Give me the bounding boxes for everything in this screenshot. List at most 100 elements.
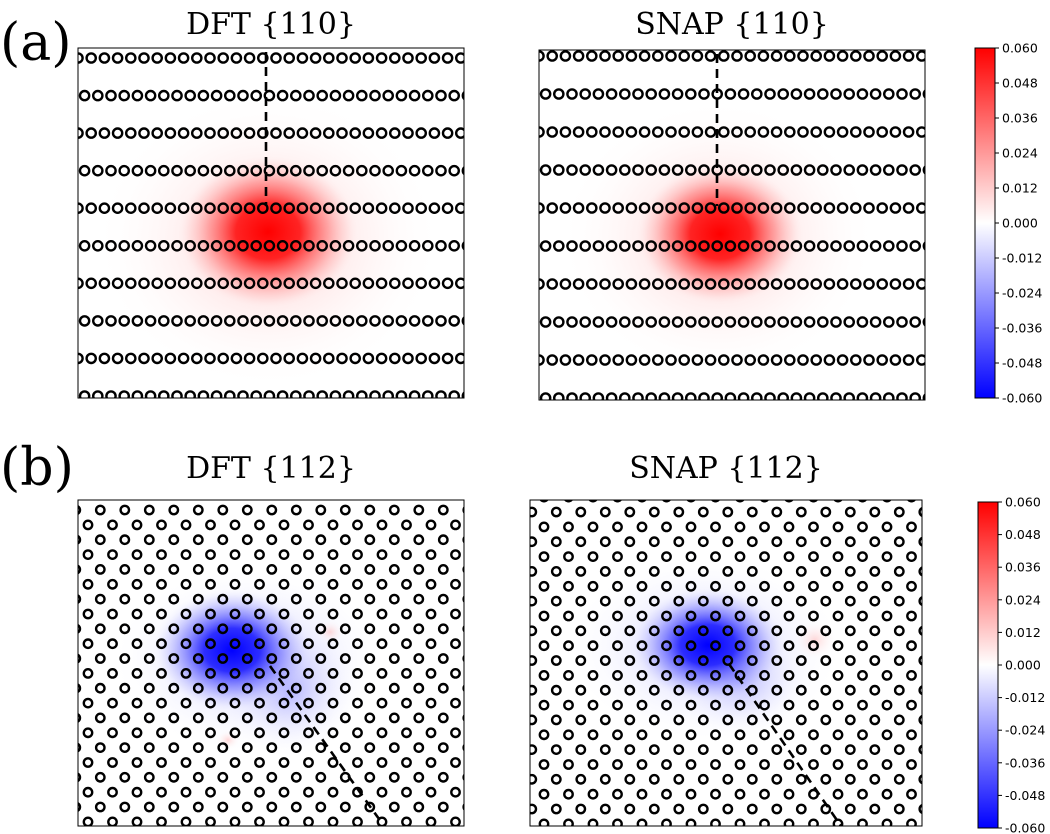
atom-marker xyxy=(190,202,203,214)
atom-marker xyxy=(586,278,598,290)
atom-marker xyxy=(710,610,721,622)
atom-marker xyxy=(869,655,881,666)
atom-marker xyxy=(59,610,67,618)
atom-marker xyxy=(685,788,697,800)
atom-marker xyxy=(530,506,538,518)
atom-marker xyxy=(883,164,895,176)
atom-marker xyxy=(661,551,672,562)
atom-marker xyxy=(857,759,868,770)
atom-marker xyxy=(546,202,559,214)
atom-marker xyxy=(382,164,395,177)
atom-marker xyxy=(425,608,437,620)
atom-marker xyxy=(777,164,790,176)
atom-marker xyxy=(290,653,302,664)
atom-marker xyxy=(164,52,177,64)
atom-marker xyxy=(784,126,796,138)
atom-marker xyxy=(266,653,278,664)
atom-marker xyxy=(697,566,709,577)
atom-marker xyxy=(111,277,124,290)
atom-marker xyxy=(290,682,302,694)
atom-marker xyxy=(691,50,704,62)
atom-marker xyxy=(737,316,750,328)
atom-marker xyxy=(263,239,276,252)
colorbar-tick-label: 0.048 xyxy=(1002,76,1038,91)
atom-marker xyxy=(327,697,339,709)
atom-marker xyxy=(771,803,783,815)
atom-marker xyxy=(82,727,94,739)
atom-marker xyxy=(665,126,677,138)
atom-marker xyxy=(906,699,917,711)
atom-marker xyxy=(278,578,290,590)
colorbar-a: 0.060 0.048 0.036 0.024 0.012 0.000 -0.012 -0.0… xyxy=(974,41,1042,406)
atom-marker xyxy=(625,50,638,62)
atom-marker xyxy=(710,580,721,592)
atom-marker xyxy=(759,580,770,592)
atom-marker xyxy=(364,534,376,546)
atom-marker xyxy=(718,202,730,214)
atom-marker xyxy=(290,504,302,516)
atom-marker xyxy=(857,818,868,826)
colorbar-tick-label: -0.048 xyxy=(1005,788,1045,803)
atom-marker xyxy=(724,392,737,400)
atom-marker xyxy=(579,88,592,100)
atom-marker xyxy=(579,164,592,176)
atom-marker xyxy=(530,773,538,785)
atom-marker xyxy=(111,202,124,214)
atom-marker xyxy=(783,610,795,622)
atom-marker xyxy=(362,352,375,365)
atom-marker xyxy=(857,670,868,681)
atom-marker xyxy=(817,316,829,328)
atom-marker xyxy=(632,392,644,400)
atom-marker xyxy=(229,816,241,826)
atom-marker xyxy=(685,818,697,826)
atom-marker xyxy=(636,788,648,800)
atom-marker xyxy=(624,744,636,755)
atom-marker xyxy=(808,580,819,592)
atom-marker xyxy=(327,608,339,620)
atom-marker xyxy=(771,655,783,666)
atom-marker xyxy=(592,392,605,400)
atom-marker xyxy=(759,818,770,826)
atom-marker xyxy=(92,89,104,102)
atom-marker xyxy=(612,580,623,592)
atom-marker xyxy=(704,354,717,366)
atom-marker xyxy=(315,504,327,516)
atom-marker xyxy=(125,52,137,64)
atom-marker xyxy=(278,638,290,650)
atom-marker xyxy=(85,52,97,64)
atom-marker xyxy=(322,202,335,214)
atom-marker xyxy=(243,352,256,365)
atom-marker xyxy=(67,241,76,250)
strain-positive-lobe xyxy=(793,620,837,660)
atom-marker xyxy=(784,278,796,290)
atom-marker xyxy=(638,278,651,290)
atom-marker xyxy=(156,638,167,650)
atom-marker xyxy=(118,164,130,177)
atom-marker xyxy=(125,202,137,214)
atom-marker xyxy=(550,536,562,548)
atom-marker xyxy=(111,52,124,64)
atom-marker xyxy=(151,52,163,64)
atom-marker xyxy=(648,684,660,696)
atom-marker xyxy=(783,759,795,770)
atom-marker xyxy=(844,803,856,815)
atom-marker xyxy=(270,52,282,64)
atom-marker xyxy=(612,729,623,741)
atom-marker xyxy=(820,566,832,577)
atom-marker xyxy=(138,127,150,139)
atom-marker xyxy=(648,595,660,607)
atom-marker xyxy=(217,682,229,694)
atom-marker xyxy=(612,50,625,62)
atom-marker xyxy=(192,504,204,516)
atom-marker xyxy=(168,593,180,605)
atom-marker xyxy=(808,551,819,562)
atom-marker xyxy=(98,277,111,290)
atom-marker xyxy=(546,278,559,290)
atom-marker xyxy=(98,127,111,139)
title-dft-112: DFT {112} xyxy=(186,451,356,486)
atom-marker xyxy=(803,316,816,328)
atom-marker xyxy=(889,278,902,290)
atom-marker xyxy=(94,742,106,753)
atom-marker xyxy=(599,744,611,755)
atom-marker xyxy=(724,164,737,176)
